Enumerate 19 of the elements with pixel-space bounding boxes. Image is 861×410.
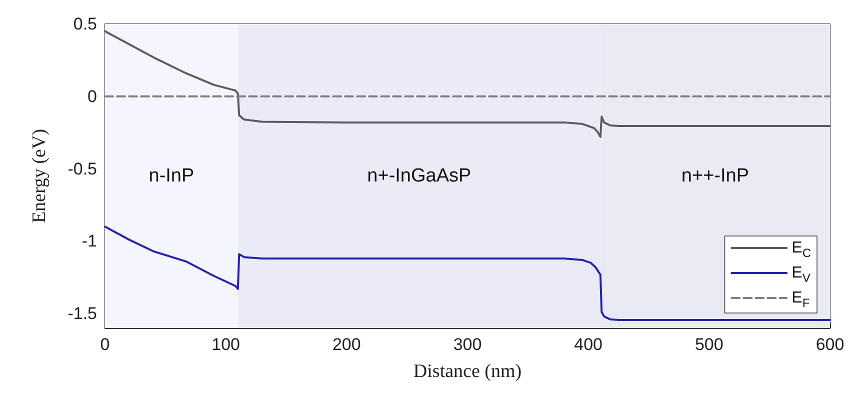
x-tick-label: 300 [453, 335, 482, 354]
x-tick-label: 400 [574, 335, 603, 354]
band-label: n+-InGaAsP [367, 166, 472, 186]
band-label: n-InP [148, 166, 194, 186]
x-tick-label: 100 [212, 335, 240, 354]
band-label: n++-InP [681, 166, 750, 186]
y-tick-label: -1.5 [68, 304, 97, 324]
y-tick-label: -0.5 [68, 159, 97, 178]
line-series [104, 30, 831, 138]
y-axis-title: Energy (eV) [29, 128, 50, 224]
x-axis-title: Distance (nm) [413, 361, 522, 382]
x-tick-label: 0 [100, 335, 110, 354]
line-series [104, 226, 831, 322]
y-tick-label: -1 [82, 232, 97, 251]
x-tick-label: 600 [816, 335, 844, 354]
y-tick-label: 0 [88, 86, 97, 106]
x-tick-label: 200 [332, 335, 361, 354]
y-tick-label: 0.5 [73, 14, 97, 34]
x-tick-label: 500 [694, 335, 724, 354]
